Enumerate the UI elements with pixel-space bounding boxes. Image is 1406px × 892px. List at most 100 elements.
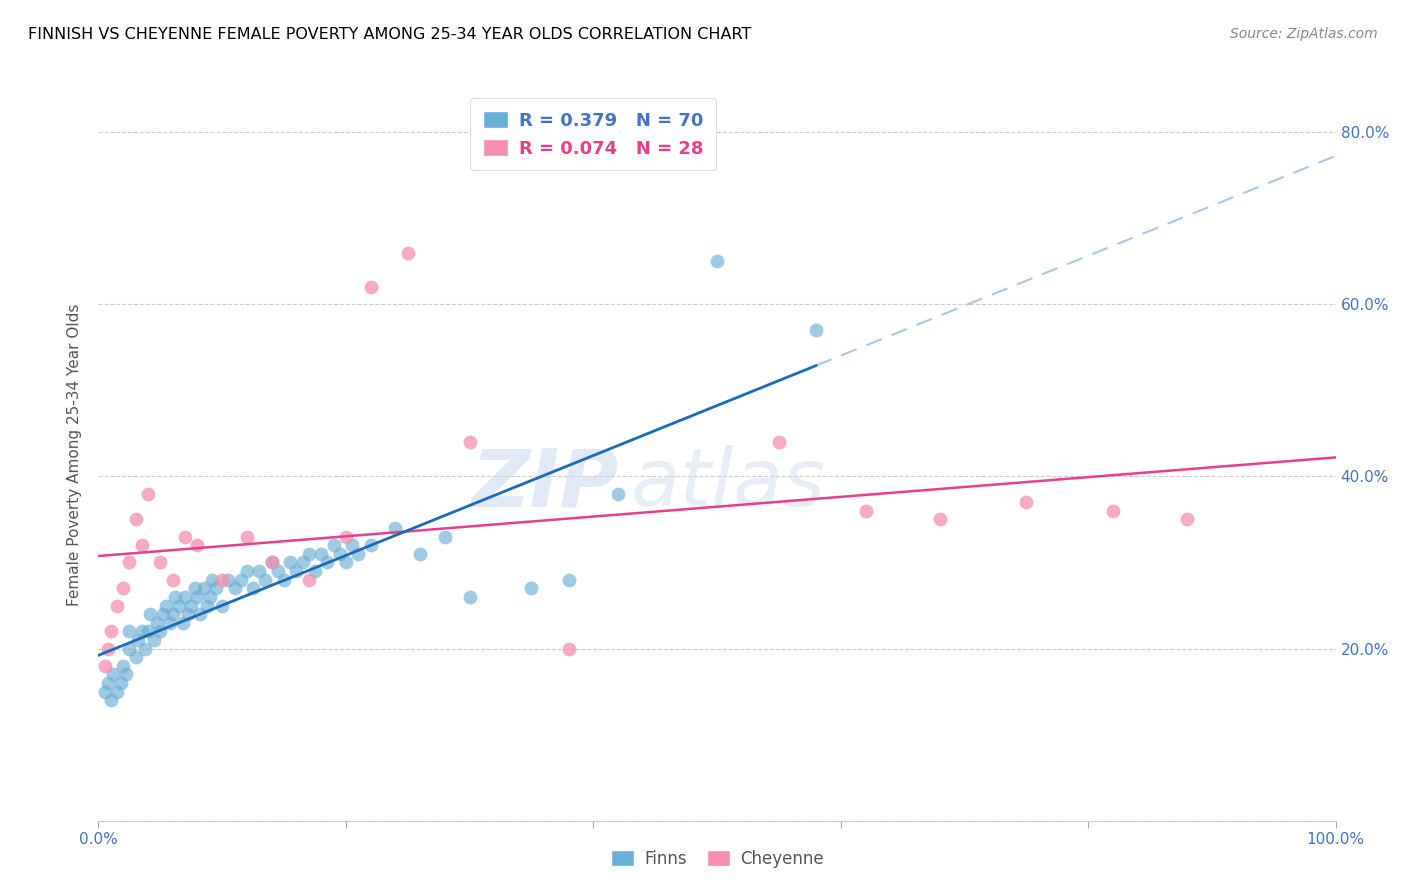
- Point: [928, 512, 950, 526]
- Point: [267, 564, 290, 578]
- Point: [174, 590, 197, 604]
- Point: [124, 512, 146, 526]
- Point: [127, 632, 149, 647]
- Point: [100, 693, 122, 707]
- Point: [152, 607, 174, 621]
- Point: [167, 599, 190, 613]
- Text: FINNISH VS CHEYENNE FEMALE POVERTY AMONG 25-34 YEAR OLDS CORRELATION CHART: FINNISH VS CHEYENNE FEMALE POVERTY AMONG…: [28, 27, 751, 42]
- Point: [557, 573, 579, 587]
- Point: [855, 504, 877, 518]
- Point: [458, 590, 481, 604]
- Point: [186, 538, 208, 552]
- Point: [706, 254, 728, 268]
- Point: [304, 564, 326, 578]
- Point: [195, 599, 218, 613]
- Point: [112, 582, 135, 596]
- Point: [180, 599, 202, 613]
- Point: [118, 556, 141, 570]
- Point: [291, 556, 314, 570]
- Point: [172, 615, 194, 630]
- Point: [316, 556, 339, 570]
- Point: [360, 538, 382, 552]
- Point: [433, 530, 456, 544]
- Point: [110, 676, 132, 690]
- Point: [768, 435, 790, 450]
- Point: [360, 280, 382, 294]
- Point: [186, 590, 208, 604]
- Point: [136, 624, 159, 639]
- Point: [254, 573, 277, 587]
- Point: [236, 564, 259, 578]
- Point: [143, 632, 166, 647]
- Point: [409, 547, 432, 561]
- Point: [205, 582, 228, 596]
- Point: [309, 547, 332, 561]
- Point: [184, 582, 207, 596]
- Point: [136, 486, 159, 500]
- Point: [396, 245, 419, 260]
- Point: [1015, 495, 1038, 509]
- Point: [112, 658, 135, 673]
- Point: [155, 599, 177, 613]
- Point: [211, 573, 233, 587]
- Point: [162, 607, 184, 621]
- Point: [335, 556, 357, 570]
- Point: [139, 607, 162, 621]
- Point: [236, 530, 259, 544]
- Point: [520, 582, 543, 596]
- Point: [193, 582, 215, 596]
- Point: [557, 641, 579, 656]
- Point: [273, 573, 295, 587]
- Point: [198, 590, 221, 604]
- Point: [242, 582, 264, 596]
- Point: [201, 573, 224, 587]
- Point: [335, 530, 357, 544]
- Point: [384, 521, 406, 535]
- Point: [458, 435, 481, 450]
- Point: [229, 573, 252, 587]
- Point: [174, 530, 197, 544]
- Point: [131, 538, 153, 552]
- Point: [159, 615, 181, 630]
- Point: [93, 658, 115, 673]
- Legend: Finns, Cheyenne: Finns, Cheyenne: [605, 843, 830, 874]
- Text: atlas: atlas: [630, 445, 825, 524]
- Point: [340, 538, 363, 552]
- Point: [97, 676, 120, 690]
- Point: [322, 538, 344, 552]
- Point: [105, 599, 128, 613]
- Point: [149, 556, 172, 570]
- Point: [149, 624, 172, 639]
- Point: [329, 547, 352, 561]
- Point: [118, 641, 141, 656]
- Point: [103, 667, 125, 681]
- Point: [260, 556, 283, 570]
- Point: [224, 582, 246, 596]
- Point: [347, 547, 370, 561]
- Point: [188, 607, 211, 621]
- Y-axis label: Female Poverty Among 25-34 Year Olds: Female Poverty Among 25-34 Year Olds: [67, 304, 83, 606]
- Point: [211, 599, 233, 613]
- Point: [260, 556, 283, 570]
- Point: [165, 590, 187, 604]
- Point: [131, 624, 153, 639]
- Point: [1175, 512, 1198, 526]
- Point: [114, 667, 136, 681]
- Point: [247, 564, 270, 578]
- Point: [607, 486, 630, 500]
- Point: [298, 573, 321, 587]
- Point: [176, 607, 198, 621]
- Point: [100, 624, 122, 639]
- Point: [285, 564, 308, 578]
- Point: [145, 615, 167, 630]
- Point: [1102, 504, 1125, 518]
- Point: [105, 684, 128, 698]
- Point: [162, 573, 184, 587]
- Text: Source: ZipAtlas.com: Source: ZipAtlas.com: [1230, 27, 1378, 41]
- Text: ZIP: ZIP: [471, 445, 619, 524]
- Point: [217, 573, 239, 587]
- Point: [93, 684, 115, 698]
- Point: [97, 641, 120, 656]
- Point: [278, 556, 301, 570]
- Point: [124, 650, 146, 665]
